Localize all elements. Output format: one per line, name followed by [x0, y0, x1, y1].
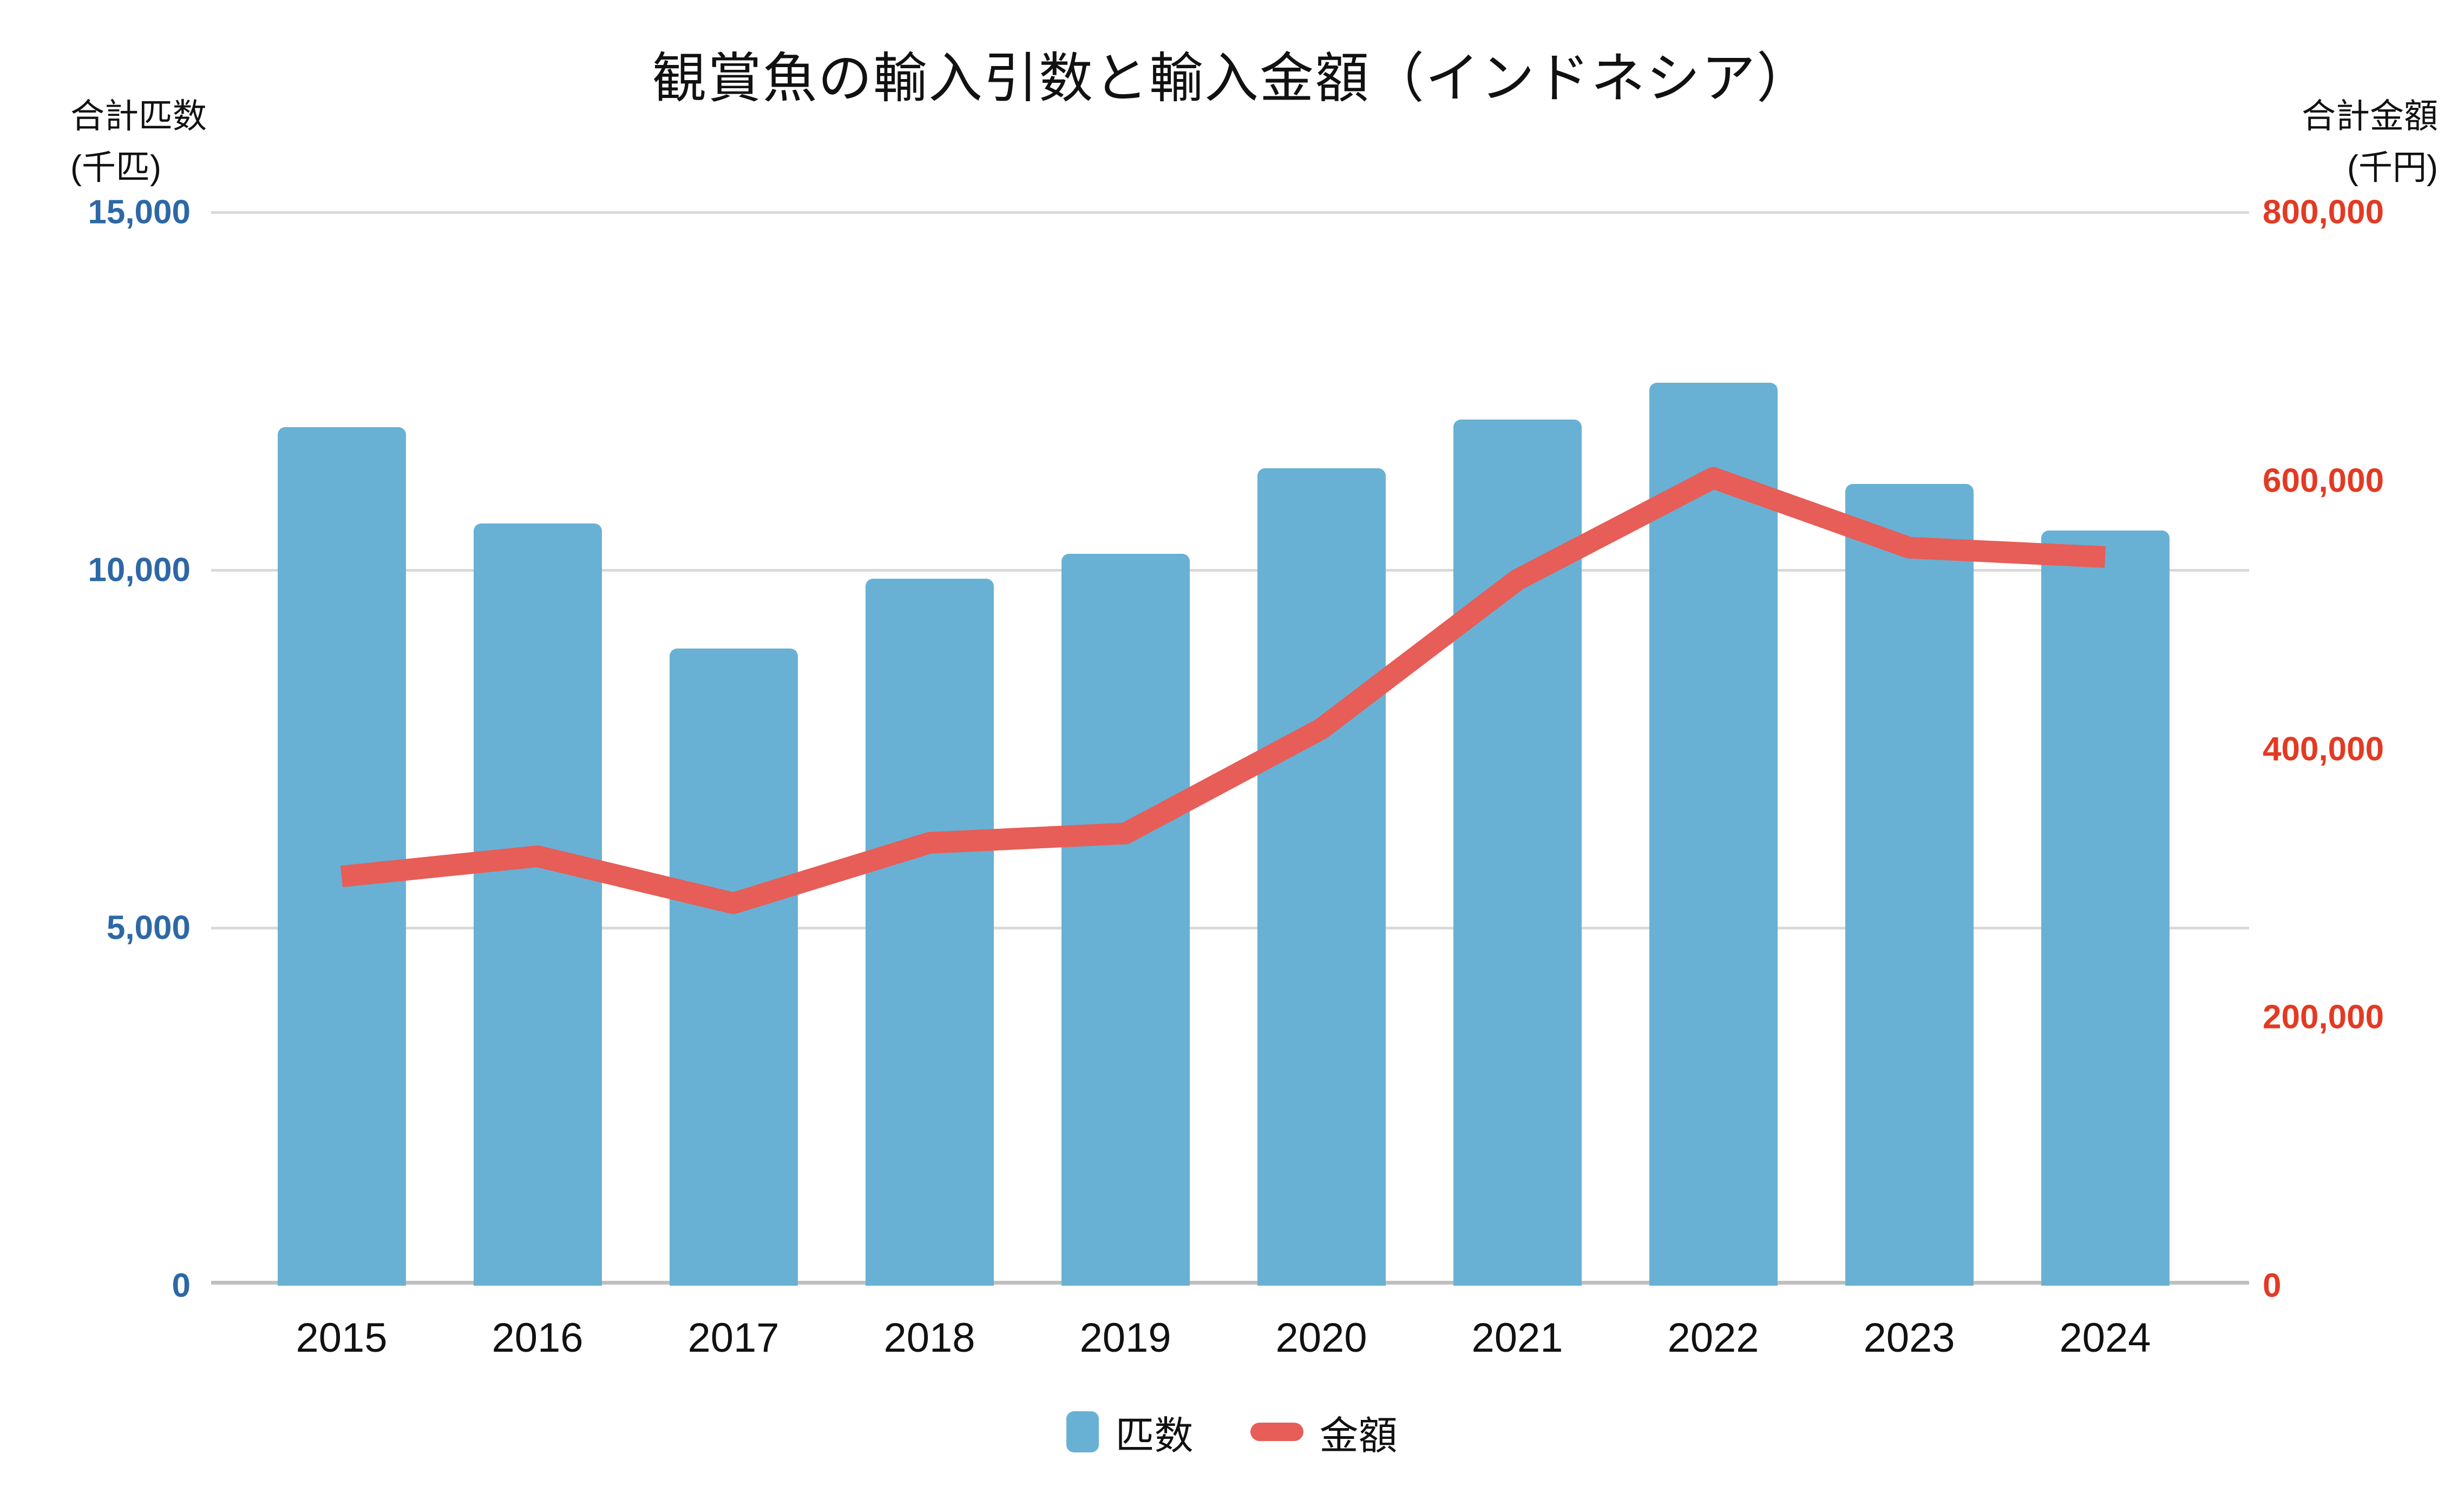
bar-2017 [669, 649, 798, 1286]
x-label-2017: 2017 [687, 1315, 779, 1361]
legend-item-count: 匹数 [1066, 1404, 1194, 1461]
gridline [211, 211, 2249, 214]
bar-2023 [1845, 484, 1974, 1286]
gridline [211, 927, 2249, 929]
left-tick-label: 15,000 [88, 193, 191, 231]
amount-line-layer [340, 467, 2106, 914]
gridline [211, 569, 2249, 572]
x-axis-baseline [211, 1281, 2249, 1285]
line-series-swatch-icon [1250, 1423, 1303, 1441]
bar-2022 [1649, 382, 1778, 1286]
bar-2016 [473, 523, 602, 1286]
legend-item-amount: 金額 [1250, 1404, 1398, 1461]
x-label-2020: 2020 [1275, 1315, 1367, 1361]
bar-2018 [865, 578, 994, 1286]
right-tick-label: 0 [2263, 1267, 2282, 1305]
right-tick-label: 200,000 [2263, 998, 2384, 1036]
right-axis-title: 合計金額 (千円) [2302, 91, 2438, 193]
left-tick-label: 10,000 [88, 551, 191, 589]
x-label-2018: 2018 [883, 1315, 975, 1361]
legend-label-count: 匹数 [1115, 1414, 1194, 1458]
x-label-2021: 2021 [1471, 1315, 1563, 1361]
left-tick-label: 0 [172, 1267, 191, 1305]
right-axis-tick-labels: 0 200,000 400,000 600,000 800,000 [2263, 194, 2464, 1305]
chart-title: 観賞魚の輸入引数と輸入金額（インドネシア） [652, 48, 1812, 109]
left-axis-title-line1: 合計匹数 [70, 97, 207, 135]
amount-line [340, 467, 2106, 914]
plot-area [211, 211, 2249, 1286]
left-axis-title: 合計匹数 (千匹) [70, 91, 207, 193]
x-label-2023: 2023 [1863, 1315, 1955, 1361]
legend-label-amount: 金額 [1319, 1414, 1398, 1458]
right-axis-title-line2: (千円) [2347, 148, 2438, 187]
bar-2024 [2041, 531, 2170, 1286]
x-label-2019: 2019 [1079, 1315, 1171, 1361]
left-axis-title-line2: (千匹) [70, 148, 161, 187]
right-axis-title-line1: 合計金額 [2302, 97, 2438, 135]
x-label-2015: 2015 [296, 1315, 388, 1361]
left-axis-tick-labels: 0 5,000 10,000 15,000 [0, 194, 191, 1305]
right-tick-label: 800,000 [2263, 193, 2384, 231]
bar-2020 [1257, 468, 1386, 1286]
x-label-2024: 2024 [2059, 1315, 2151, 1361]
legend: 匹数 金額 [0, 1399, 2464, 1464]
right-tick-label: 400,000 [2263, 730, 2384, 768]
right-tick-label: 600,000 [2263, 462, 2384, 500]
x-label-2022: 2022 [1667, 1315, 1759, 1361]
bar-2015 [277, 427, 406, 1286]
x-label-2016: 2016 [492, 1315, 584, 1361]
bar-2019 [1061, 553, 1190, 1286]
left-tick-label: 5,000 [106, 909, 191, 947]
x-axis-labels: 2015 2016 2017 2018 2019 2020 2021 2022 2023 2024 [211, 1314, 2249, 1374]
bar-series-swatch-icon [1066, 1411, 1099, 1452]
